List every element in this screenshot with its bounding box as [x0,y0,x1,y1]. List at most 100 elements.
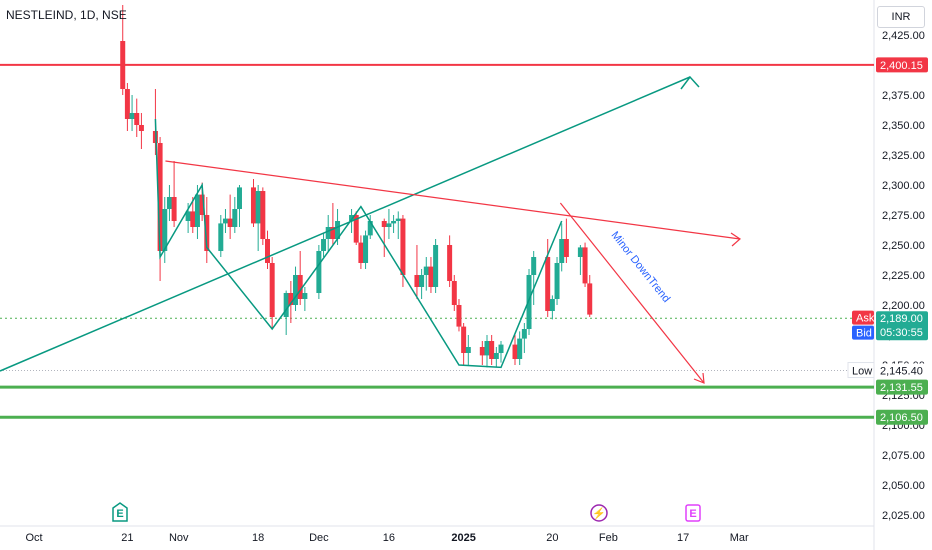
candle[interactable] [391,221,397,224]
y-tick-label: 2,225.00 [882,270,925,282]
candle[interactable] [166,197,172,209]
candle[interactable] [582,247,588,284]
candle[interactable] [358,242,364,263]
candle[interactable] [288,293,294,305]
candle[interactable] [297,275,303,299]
candle[interactable] [493,353,499,359]
candle[interactable] [559,239,565,263]
candle[interactable] [283,293,289,317]
candle[interactable] [419,275,425,287]
candle[interactable] [428,266,434,287]
candle[interactable] [190,211,196,227]
candle[interactable] [451,281,457,305]
low-value-bg [876,363,928,378]
candle[interactable] [461,326,467,353]
candle[interactable] [395,218,401,221]
candle[interactable] [222,218,228,224]
candle[interactable] [321,239,327,251]
candle[interactable] [129,113,135,119]
candle[interactable] [447,245,453,281]
candle[interactable] [353,215,359,243]
candle[interactable] [302,293,308,299]
candle[interactable] [498,344,504,353]
candle[interactable] [120,41,126,89]
minor-downtrend-arrow-head [693,372,705,384]
candle[interactable] [269,263,275,317]
candle[interactable] [134,113,140,125]
x-tick-label: Oct [25,532,42,544]
x-tick-label: Mar [730,532,749,544]
candle[interactable] [400,218,406,275]
trendline-arrow-head [730,232,741,247]
candle[interactable] [335,221,341,239]
candle[interactable] [386,223,392,227]
candle[interactable] [194,194,200,227]
support-price-badge: 2,131.55 [880,382,923,394]
candle[interactable] [423,266,429,275]
candle[interactable] [157,143,163,251]
candle[interactable] [526,275,532,329]
candle[interactable] [489,341,495,359]
y-tick-label: 2,075.00 [882,450,925,462]
y-tick-label: 2,350.00 [882,120,925,132]
earnings-event-icon[interactable]: E [112,502,128,522]
candle[interactable] [185,211,191,221]
candle[interactable] [545,257,551,311]
candle[interactable] [232,209,238,227]
candle[interactable] [204,215,210,251]
x-tick-label: 16 [383,532,395,544]
candle[interactable] [367,221,373,236]
candle[interactable] [549,299,555,311]
y-tick-label: 2,425.00 [882,30,925,42]
candle[interactable] [171,197,177,221]
candle[interactable] [517,338,523,359]
candle[interactable] [138,125,144,131]
candle[interactable] [479,347,485,356]
candle[interactable] [433,245,439,287]
dividend-event-icon[interactable]: ⚡ [590,504,608,522]
candle[interactable] [465,347,471,353]
current-price-badge: 2,189.00 [880,313,923,325]
y-tick-label: 2,025.00 [882,510,925,522]
descending-trendline[interactable] [165,160,741,240]
candle[interactable] [316,251,322,293]
candle[interactable] [236,187,242,209]
event-glyph: E [116,508,123,520]
candle[interactable] [199,194,205,215]
candle[interactable] [554,263,560,299]
candle[interactable] [349,215,355,221]
earnings-event-icon[interactable]: E [685,504,701,522]
candle[interactable] [250,187,256,224]
candle[interactable] [227,218,233,227]
candle[interactable] [577,247,583,257]
candle[interactable] [218,223,224,251]
candle[interactable] [414,275,420,287]
candle[interactable] [162,209,168,251]
candle[interactable] [563,239,569,257]
breakout-arrow[interactable] [0,76,691,372]
candle[interactable] [363,235,369,263]
candle[interactable] [255,191,261,224]
event-glyph: E [689,508,696,520]
candle[interactable] [293,275,299,305]
candle[interactable] [124,89,130,119]
zigzag-pattern-line[interactable] [154,118,563,369]
candle[interactable] [531,257,537,275]
candle[interactable] [512,344,518,359]
candle[interactable] [260,191,266,239]
x-tick-label: Dec [309,532,329,544]
candle[interactable] [587,283,593,315]
candle[interactable] [521,329,527,339]
candle[interactable] [330,227,336,239]
candle[interactable] [325,227,331,239]
countdown-timer: 05:30:55 [880,327,923,339]
candle[interactable] [381,221,387,227]
candle[interactable] [484,341,490,356]
candle[interactable] [456,305,462,327]
minor-downtrend-arrow[interactable] [559,202,705,384]
candle[interactable] [265,239,270,263]
support-price-badge-bg [876,379,928,395]
currency-selector[interactable]: INR [877,6,925,28]
ask-label: Ask [856,313,875,325]
